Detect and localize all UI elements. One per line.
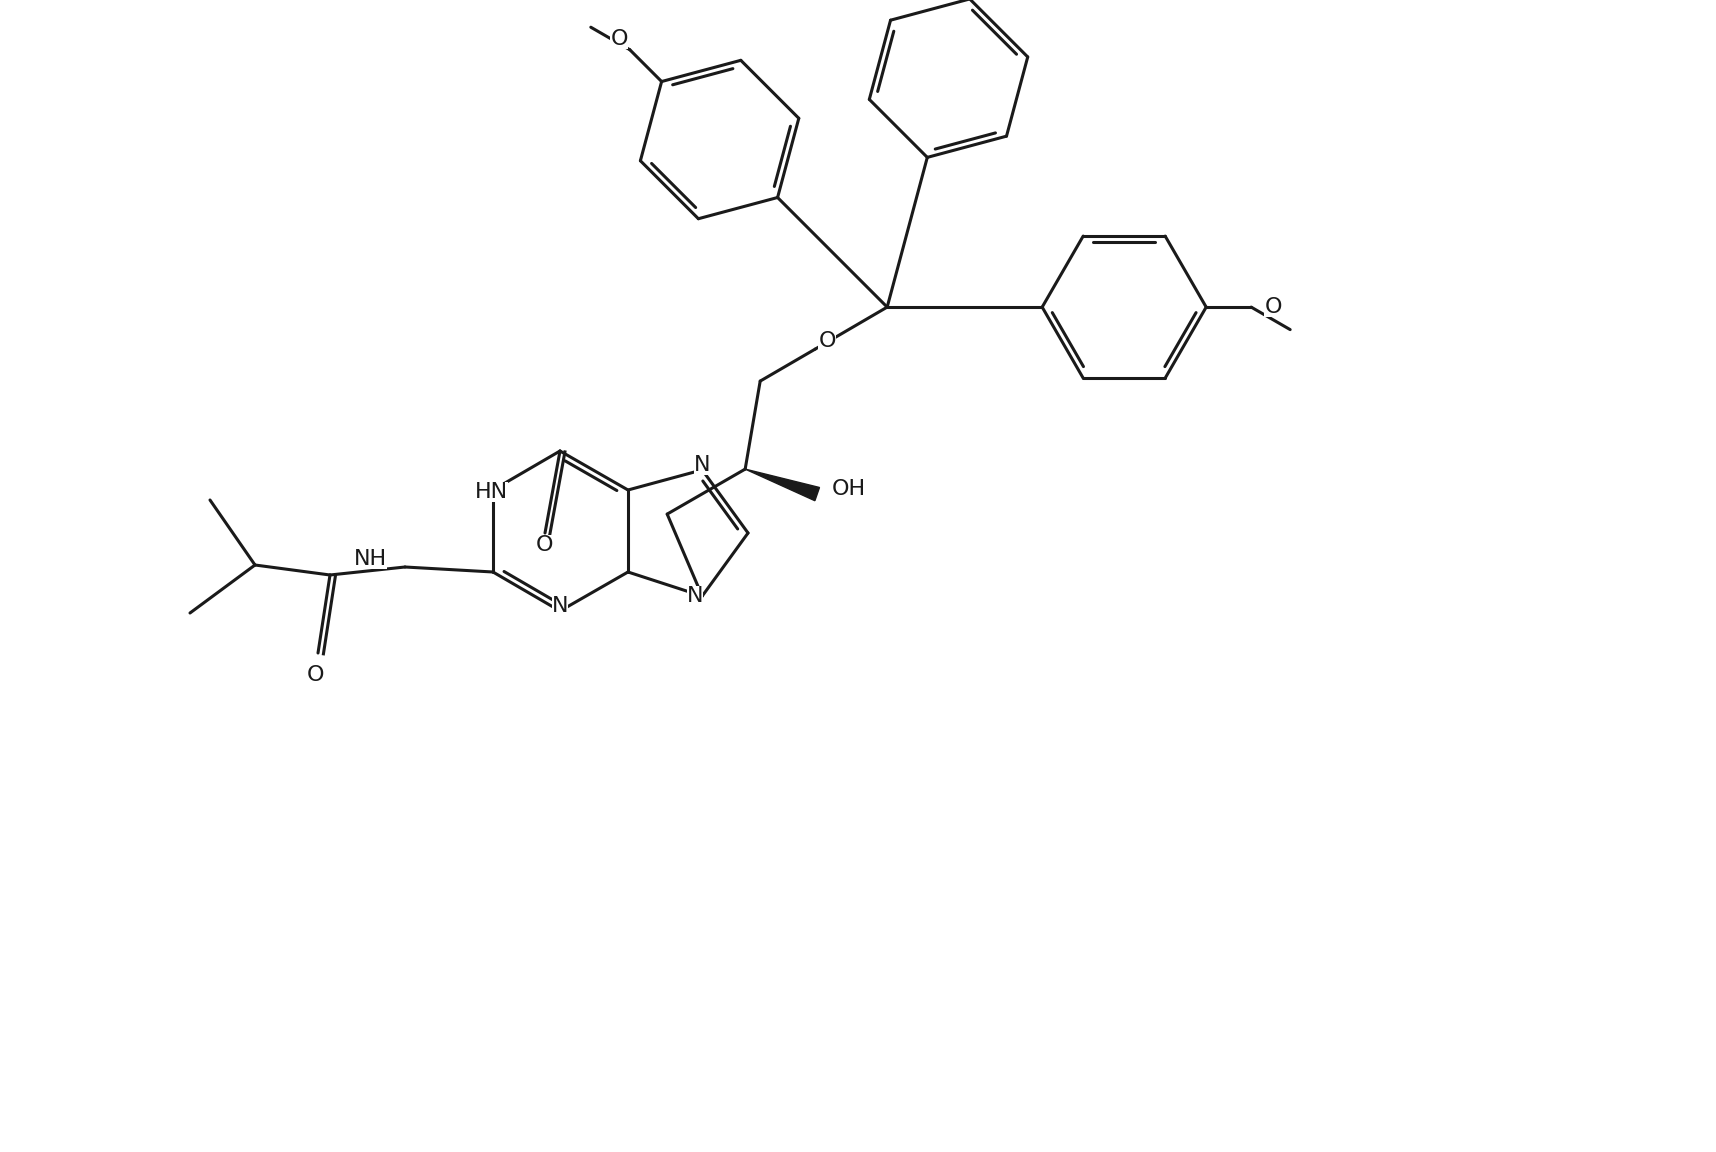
Polygon shape <box>745 469 820 501</box>
Text: HN: HN <box>474 482 508 502</box>
Text: O: O <box>1265 297 1282 317</box>
Text: O: O <box>611 29 628 50</box>
Text: N: N <box>693 455 710 475</box>
Text: NH: NH <box>353 550 388 569</box>
Text: OH: OH <box>832 479 867 499</box>
Text: N: N <box>686 586 704 606</box>
Text: O: O <box>819 331 836 351</box>
Text: O: O <box>535 535 554 555</box>
Text: N: N <box>553 596 568 616</box>
Text: O: O <box>307 665 324 685</box>
